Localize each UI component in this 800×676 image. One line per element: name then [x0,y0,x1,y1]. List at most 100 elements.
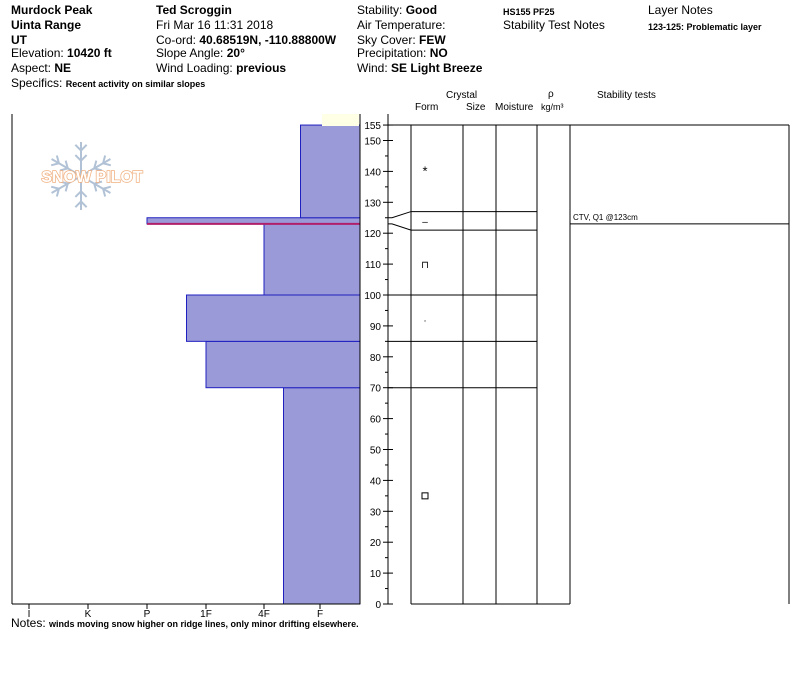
hardness-layer-bar [263,223,361,296]
y-tick-label: 0 [375,600,381,611]
y-tick-label: 110 [365,260,381,271]
x-tick-label: K [85,609,92,620]
observer-name: Ted Scroggin [156,3,232,17]
grain-table [387,123,790,605]
y-tick-label: 30 [370,507,382,518]
y-tick-label: 70 [370,384,382,395]
datetime: Fri Mar 16 11:31 2018 [156,18,274,32]
hardness-layer-bar [186,294,361,342]
slope-row: Slope Angle: 20° [156,46,245,60]
elevation-row: Elevation: 10420 ft [11,46,112,60]
x-tick-label: 1F [200,609,212,620]
layer-boundary [388,211,537,219]
y-tick-label: 10 [370,569,382,580]
sky-value: FEW [419,33,446,47]
specifics-row: Specifics: Recent activity on similar sl… [11,76,205,91]
size-heading: Size [466,102,486,113]
specifics-value: Recent activity on similar slopes [65,79,206,89]
faceted-crystal-icon [421,492,429,500]
precip-label: Precipitation: [357,46,427,60]
hardness-axis: I K P 1F 4F F [28,604,323,620]
stability-label: Stability: [357,3,403,17]
grain-form-symbol: – [422,217,428,228]
y-tick-label: 80 [370,353,382,364]
top-highlight [322,114,359,126]
coord-label: Co-ord: [156,33,197,47]
wind-loading-row: Wind Loading: previous [156,61,286,75]
grain-form-symbol: ⊓ [421,260,429,271]
y-tick-label: 120 [364,229,381,240]
y-tick-label: 140 [364,167,381,178]
layer-boundary [388,223,537,231]
x-tick-label: F [317,609,323,620]
y-tick-label: 90 [370,322,382,333]
form-heading: Form [415,102,439,113]
specifics-label: Specifics: [11,76,63,90]
range-name: Uinta Range [11,18,82,32]
x-tick-label: 4F [258,609,270,620]
crystal-heading: Crystal [446,90,478,101]
wind-row: Wind: SE Light Breeze [357,61,482,75]
notes-label: Notes: [11,616,46,630]
rho-heading: ρ [548,89,554,100]
sky-label: Sky Cover: [357,33,416,47]
state-name: UT [11,33,27,47]
y-tick-label: 40 [370,476,382,487]
hs-value: HS155 [503,7,531,17]
coord-row: Co-ord: 40.68519N, -110.88800W [156,33,336,47]
logo-text: SNOW PILOT [41,169,143,186]
grain-forms: * – ⊓ · [421,163,429,500]
x-tick-label: I [28,609,31,620]
stability-value: Good [405,3,438,17]
location-name: Murdock Peak [11,3,93,17]
y-tick-label: 155 [364,121,381,132]
stability-tests-heading: Stability tests [597,90,656,101]
hardness-layer-bar [300,124,361,219]
moisture-heading: Moisture [495,102,534,113]
aspect-value: NE [54,61,72,75]
layer-note: 123-125: Problematic layer [648,22,762,32]
notes-value: winds moving snow higher on ridge lines,… [49,619,359,629]
precip-row: Precipitation: NO [357,46,448,60]
slope-label: Slope Angle: [156,46,224,60]
x-tick-label: P [144,609,151,620]
height-axis: 0 10 20 30 40 50 60 70 80 90 100 110 120 130 140 150 155 [364,114,393,611]
density-unit-heading: kg/m³ [541,102,564,112]
wind-loading-value: previous [236,61,287,75]
coord-value: 40.68519N, -110.88800W [199,33,337,47]
hardness-layers [146,114,361,605]
precip-value: NO [429,46,448,60]
chart-frame [11,114,361,605]
y-tick-label: 60 [370,415,382,426]
stability-tests-column: CTV, Q1 @123cm [573,213,638,222]
elevation-value: 10420 ft [67,46,112,60]
wind-value: SE Light Breeze [391,61,483,75]
grain-form-symbol: · [423,316,426,327]
stability-test-notes-title: Stability Test Notes [503,18,605,32]
y-tick-label: 100 [364,291,381,302]
stability-row: Stability: Good [357,3,437,17]
hardness-layer-bar [205,340,361,389]
stability-test-label: CTV, Q1 @123cm [573,213,638,222]
air-temp-label: Air Temperature: [357,18,446,32]
air-temp-row: Air Temperature: [357,18,445,32]
elevation-label: Elevation: [11,46,64,60]
aspect-label: Aspect: [11,61,52,75]
hs-pf-row: HS155 PF25 [503,5,555,19]
wind-label: Wind: [357,61,388,75]
layer-notes-title: Layer Notes [648,3,713,17]
hardness-layer-bar [283,387,361,605]
y-tick-label: 130 [364,198,381,209]
wind-loading-label: Wind Loading: [156,61,233,75]
pf-value: PF25 [533,7,555,17]
y-tick-label: 20 [370,538,382,549]
y-tick-label: 150 [364,137,381,148]
aspect-row: Aspect: NE [11,61,71,75]
grain-form-symbol: * [422,163,427,178]
sky-row: Sky Cover: FEW [357,33,446,47]
slope-value: 20° [226,46,245,60]
snowflake-icon [50,142,112,210]
y-tick-label: 50 [370,446,382,457]
snowpilot-logo: SNOW PILOT [41,142,144,210]
